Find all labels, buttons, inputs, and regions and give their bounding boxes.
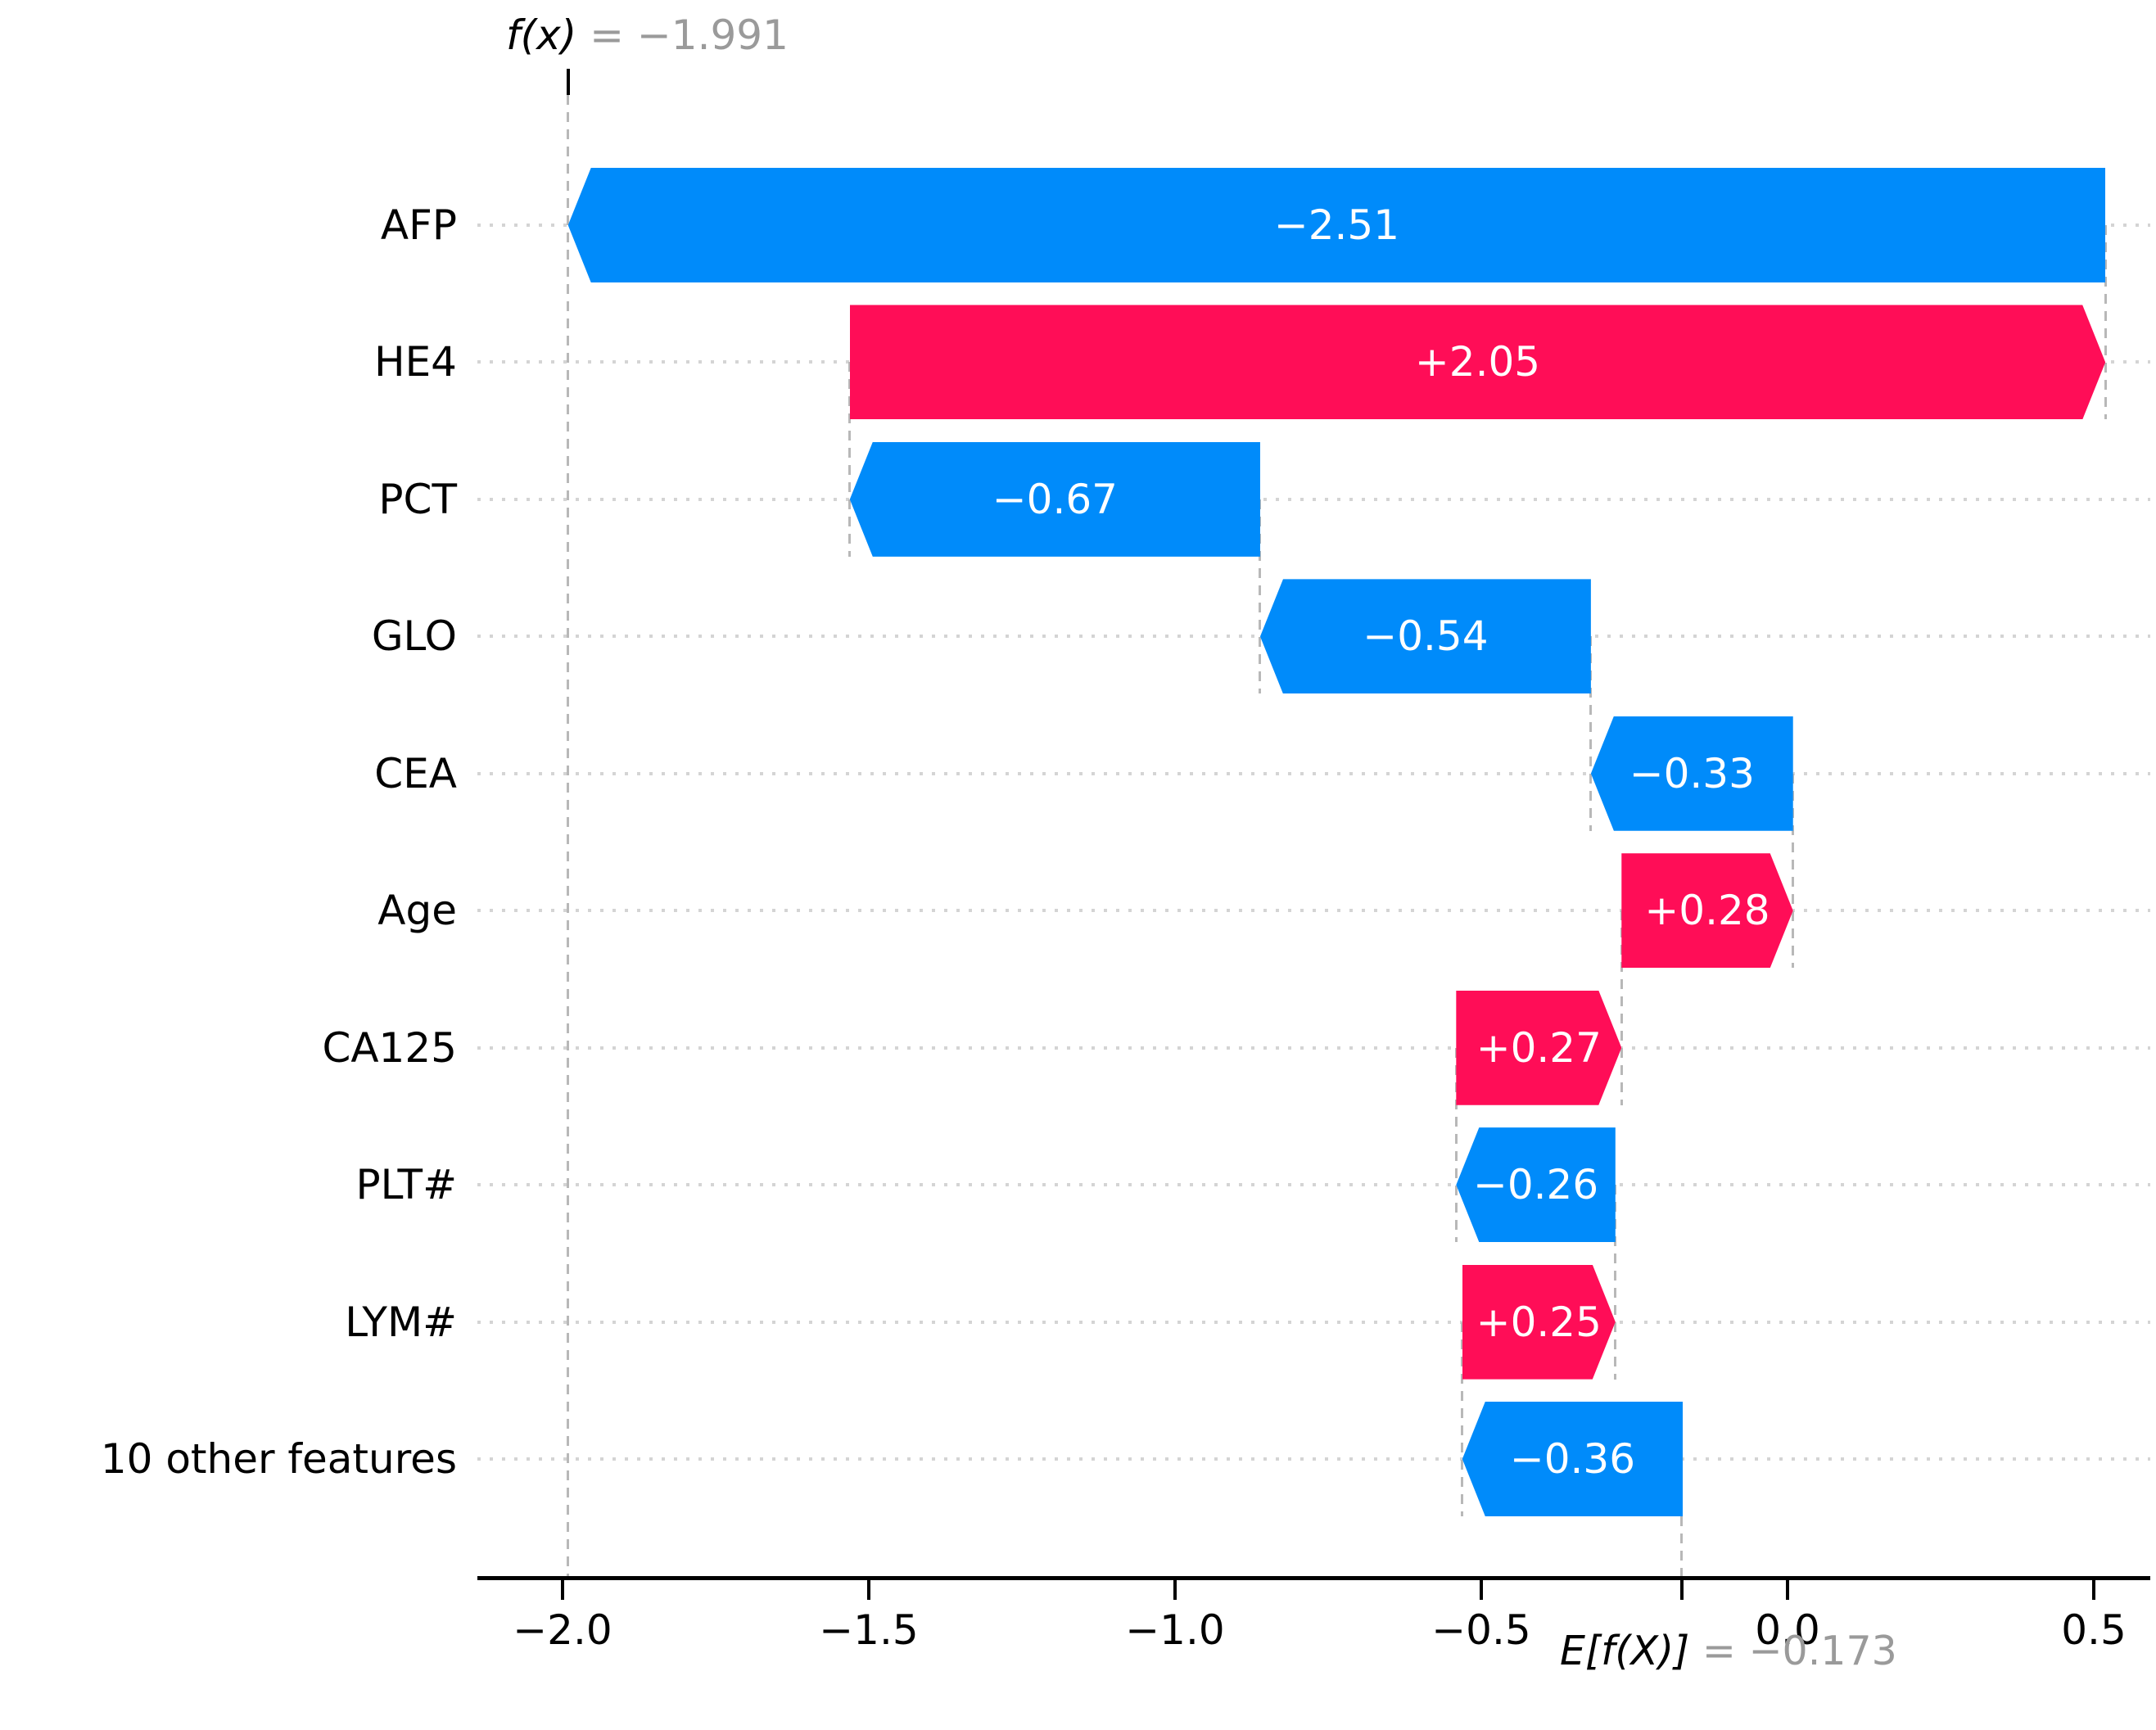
shap-bar: +0.28	[1621, 853, 1792, 968]
shap-bar: −0.33	[1590, 716, 1793, 831]
axis-tick	[1786, 1578, 1789, 1600]
leader-line	[477, 771, 2150, 775]
shap-bar: −0.36	[1462, 1402, 1684, 1517]
fx-top-tick	[566, 69, 570, 95]
axis-tick-label: 0.0	[1755, 1606, 1820, 1654]
bar-value-label: −0.54	[1363, 612, 1489, 661]
expected-value-tick	[1679, 1578, 1684, 1600]
leader-line	[477, 497, 2150, 501]
feature-row-label: HE4	[373, 338, 457, 386]
axis-tick	[2092, 1578, 2095, 1600]
expected-value-number: = −0.173	[1689, 1628, 1897, 1674]
connector-line	[1614, 1185, 1617, 1380]
shap-bar: +0.27	[1456, 991, 1621, 1105]
bar-value-label: +0.27	[1476, 1023, 1602, 1072]
shap-bar: −0.54	[1259, 579, 1591, 694]
shap-bar: +2.05	[850, 305, 2105, 419]
axis-tick-label: −0.5	[1431, 1606, 1531, 1654]
connector-line	[1259, 499, 1262, 694]
connector-line	[1461, 1321, 1464, 1517]
axis-tick	[1173, 1578, 1177, 1600]
shap-bar: +0.25	[1462, 1265, 1616, 1380]
bar-value-label: −0.36	[1509, 1435, 1636, 1484]
connector-line	[1620, 910, 1623, 1105]
feature-row-label: PLT#	[355, 1161, 457, 1209]
shap-bar: −0.67	[849, 441, 1260, 557]
fx-dashed-line	[567, 95, 570, 1578]
axis-tick-label: −2.0	[513, 1606, 612, 1654]
expected-value-label: E[f(X)]	[1560, 1628, 1690, 1674]
feature-row-label: CEA	[374, 749, 457, 797]
bar-value-label: +0.28	[1644, 887, 1770, 935]
bar-value-label: −0.33	[1629, 749, 1755, 797]
axis-tick	[867, 1578, 870, 1600]
feature-row-label: GLO	[371, 612, 457, 661]
fx-label: f(x)	[506, 11, 577, 59]
x-axis-line	[477, 1576, 2150, 1580]
feature-row-label: 10 other features	[100, 1435, 457, 1484]
fx-value: = −1.991	[576, 11, 789, 59]
feature-row-label: Age	[377, 887, 457, 935]
axis-tick-label: −1.5	[819, 1606, 919, 1654]
shap-bar: −2.51	[567, 168, 2106, 282]
bar-value-label: +0.25	[1476, 1298, 1602, 1346]
leader-line	[477, 909, 2150, 913]
connector-line	[1792, 773, 1795, 969]
feature-row-label: PCT	[378, 475, 457, 523]
bar-value-label: +2.05	[1414, 338, 1541, 386]
bar-value-label: −0.26	[1472, 1161, 1599, 1209]
leader-line	[477, 1046, 2150, 1050]
axis-tick	[561, 1578, 564, 1600]
bar-value-label: −0.67	[992, 475, 1118, 523]
feature-row-label: LYM#	[345, 1298, 457, 1346]
feature-row-label: AFP	[380, 201, 457, 249]
bar-value-label: −2.51	[1273, 201, 1400, 249]
connector-line	[1454, 1047, 1458, 1243]
feature-row-label: CA125	[322, 1023, 457, 1072]
leader-line	[477, 1183, 2150, 1187]
expected-value-annotation: E[f(X)] = −0.173	[1560, 1628, 1897, 1674]
connector-line	[2104, 225, 2107, 420]
leader-line	[477, 1457, 2150, 1461]
fx-annotation: f(x) = −1.991	[506, 11, 789, 59]
axis-tick-label: −1.0	[1125, 1606, 1225, 1654]
leader-line	[477, 1320, 2150, 1324]
expected-dashed-line	[1680, 1516, 1684, 1578]
axis-tick-label: 0.5	[2061, 1606, 2127, 1654]
axis-tick	[1480, 1578, 1483, 1600]
connector-line	[1589, 636, 1593, 831]
connector-line	[848, 362, 852, 557]
shap-bar: −0.26	[1456, 1127, 1616, 1243]
